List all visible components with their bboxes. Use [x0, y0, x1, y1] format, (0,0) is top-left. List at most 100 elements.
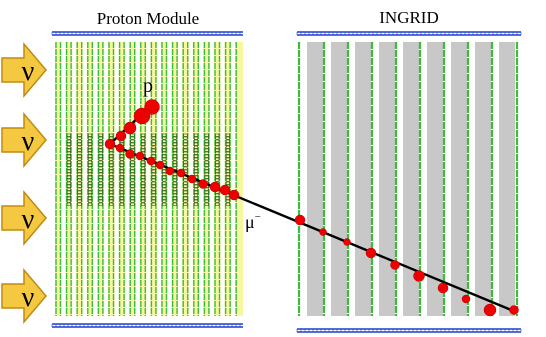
pm-grid-cell: [225, 178, 230, 182]
pm-grid-cell: [77, 193, 82, 197]
pm-grid-cell: [88, 142, 93, 146]
pm-grid-cell: [119, 154, 124, 158]
pm-grid-cell: [225, 172, 230, 176]
pm-grid-cell: [98, 196, 103, 200]
pm-grid-cell: [109, 199, 114, 203]
pm-grid-cell: [88, 175, 93, 179]
pm-grid-cell: [141, 142, 146, 146]
pm-grid-cell: [109, 181, 114, 185]
pm-grid-cell: [98, 136, 103, 140]
pm-grid-cell: [66, 202, 71, 206]
pm-grid-cell: [98, 193, 103, 197]
pm-grid-cell: [130, 145, 135, 149]
proton-module-top-frame: [51, 31, 243, 36]
pm-grid-cell: [194, 184, 199, 188]
pm-grid-cell: [225, 142, 230, 146]
pm-grid-cell: [215, 157, 220, 161]
pm-grid-cell: [98, 133, 103, 137]
pm-grid-cell: [119, 193, 124, 197]
pm-grid-cell: [172, 145, 177, 149]
pm-grid-cell: [98, 145, 103, 149]
pm-grid-cell: [66, 160, 71, 164]
pm-grid-cell: [172, 163, 177, 167]
pm-grid-cell: [130, 196, 135, 200]
pm-grid-cell: [98, 151, 103, 155]
pm-grid-cell: [66, 157, 71, 161]
neutrino-symbol: ν: [22, 204, 35, 235]
pm-grid-cell: [88, 187, 93, 191]
pm-grid-cell: [109, 169, 114, 173]
pm-grid-cell: [109, 175, 114, 179]
pm-grid-cell: [130, 181, 135, 185]
pm-grid-cell: [77, 187, 82, 191]
pm-grid-cell: [77, 154, 82, 158]
pm-grid-cell: [172, 178, 177, 182]
pm-grid-cell: [130, 184, 135, 188]
pm-grid-cell: [215, 172, 220, 176]
pm-grid-cell: [183, 160, 188, 164]
pm-grid-cell: [194, 181, 199, 185]
pm-grid-cell: [66, 163, 71, 167]
pm-grid-cell: [130, 178, 135, 182]
pm-grid-cell: [162, 184, 167, 188]
pm-grid-cell: [130, 160, 135, 164]
ingrid-module: [296, 31, 522, 333]
pm-grid-cell: [194, 172, 199, 176]
pm-grid-cell: [204, 151, 209, 155]
pm-grid-cell: [172, 172, 177, 176]
pm-grid-cell: [183, 178, 188, 182]
pm-grid-cell: [194, 190, 199, 194]
hit-marker: [115, 130, 127, 142]
pm-grid-cell: [119, 202, 124, 206]
pm-grid-cell: [194, 154, 199, 158]
pm-grid-cell: [141, 148, 146, 152]
pm-grid-cell: [66, 133, 71, 137]
pm-grid-cell: [151, 181, 156, 185]
pm-grid-cell: [130, 139, 135, 143]
pm-grid-cell: [141, 175, 146, 179]
pm-grid-cell: [172, 190, 177, 194]
pm-grid-cell: [109, 133, 114, 137]
pm-grid-cell: [88, 148, 93, 152]
pm-grid-cell: [183, 193, 188, 197]
pm-grid-cell: [194, 136, 199, 140]
pm-grid-cell: [162, 199, 167, 203]
pm-grid-cell: [204, 202, 209, 206]
pm-grid-cell: [194, 148, 199, 152]
pm-grid-cell: [77, 184, 82, 188]
pm-grid-cell: [88, 202, 93, 206]
pm-grid-cell: [162, 193, 167, 197]
ingrid-iron-plates: [307, 42, 515, 316]
pm-grid-cell: [109, 172, 114, 176]
pm-grid-cell: [77, 139, 82, 143]
pm-grid-cell: [183, 136, 188, 140]
pm-grid-cell: [88, 178, 93, 182]
hit-marker: [343, 238, 351, 246]
pm-grid-cell: [194, 145, 199, 149]
pm-grid-cell: [194, 196, 199, 200]
pm-grid-cell: [77, 166, 82, 170]
pm-grid-cell: [162, 139, 167, 143]
pm-grid-cell: [151, 169, 156, 173]
proton-module-bottom-frame: [51, 323, 243, 328]
pm-grid-cell: [172, 184, 177, 188]
pm-grid-cell: [119, 181, 124, 185]
pm-grid-cell: [130, 202, 135, 206]
pm-grid-cell: [77, 145, 82, 149]
pm-grid-cell: [88, 133, 93, 137]
proton-label: p: [143, 75, 153, 97]
pm-grid-cell: [215, 169, 220, 173]
pm-grid-cell: [98, 181, 103, 185]
pm-grid-cell: [119, 169, 124, 173]
pm-grid-cell: [66, 172, 71, 176]
pm-grid-cell: [172, 157, 177, 161]
pm-grid-cell: [183, 163, 188, 167]
pm-grid-cell: [194, 199, 199, 203]
pm-grid-cell: [88, 157, 93, 161]
pm-grid-cell: [141, 184, 146, 188]
pm-grid-cell: [77, 190, 82, 194]
pm-grid-cell: [130, 163, 135, 167]
proton-module-title: Proton Module: [97, 9, 199, 28]
hit-marker: [133, 107, 151, 125]
